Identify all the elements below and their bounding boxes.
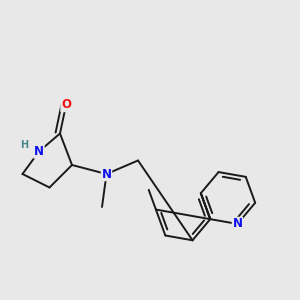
Text: N: N — [232, 218, 242, 230]
Text: H: H — [20, 140, 29, 150]
Text: N: N — [34, 145, 44, 158]
Text: N: N — [101, 167, 112, 181]
Text: O: O — [61, 98, 71, 112]
